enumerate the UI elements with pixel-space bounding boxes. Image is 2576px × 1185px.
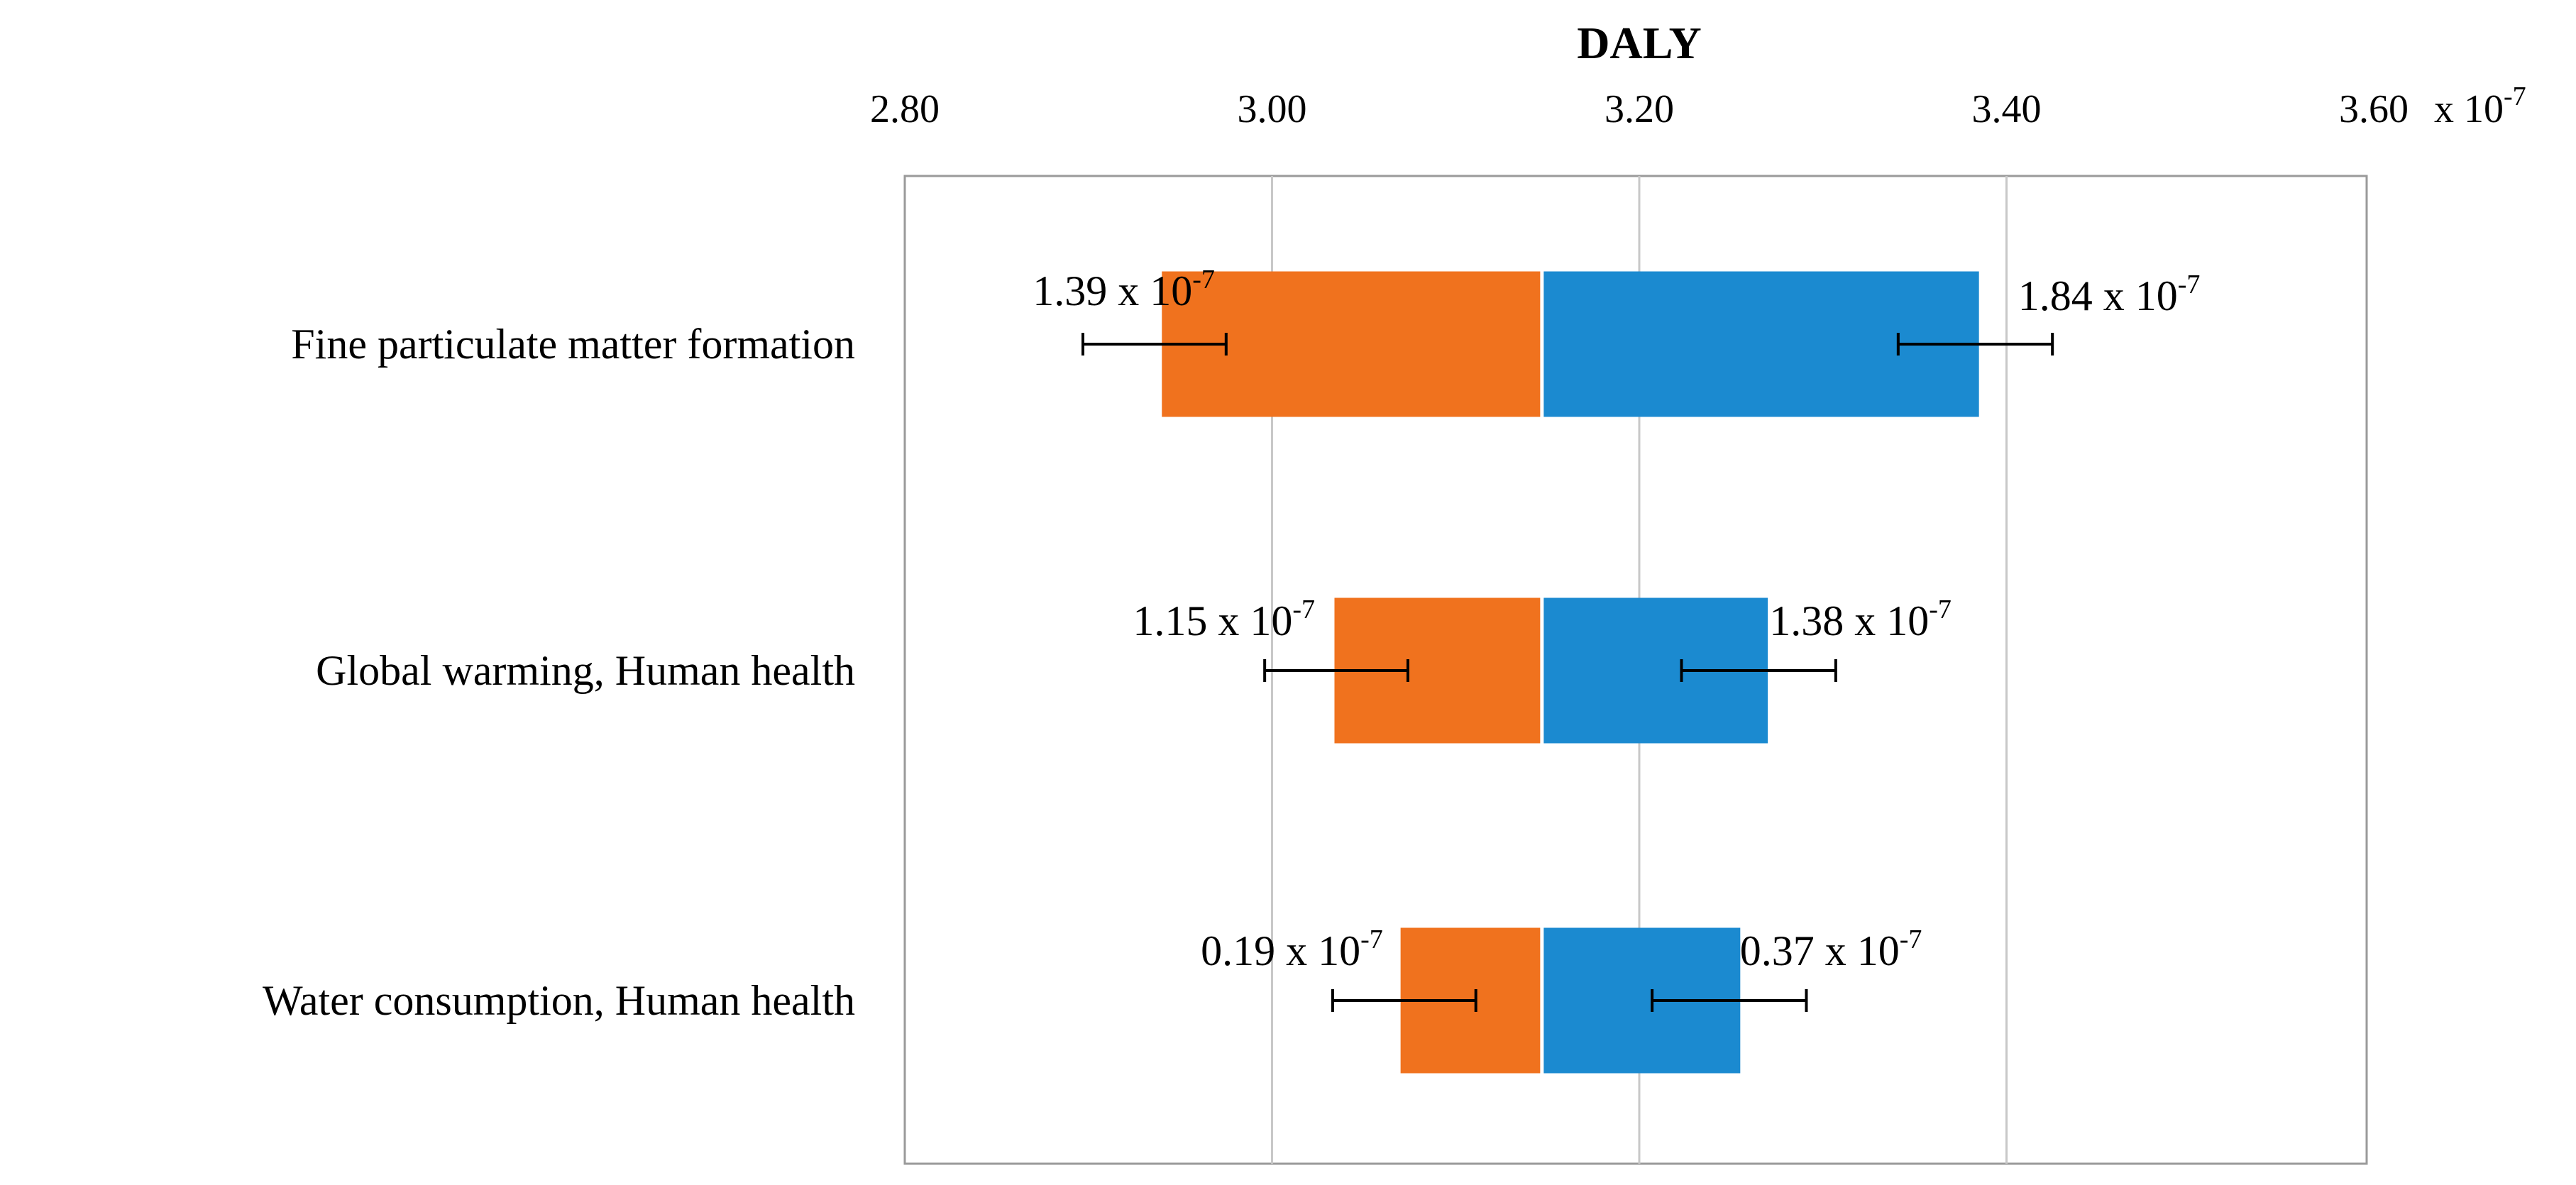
x-tick-label: 2.80 — [870, 87, 940, 131]
data-label-high: 0.37 x 10-7 — [1740, 925, 1922, 974]
data-label-low: 1.39 x 10-7 — [1033, 265, 1215, 314]
category-label: Water consumption, Human health — [263, 977, 855, 1024]
x-tick-label: 3.60 — [2339, 87, 2409, 131]
x-tick-label: 3.20 — [1605, 87, 1674, 131]
data-label-high: 1.38 x 10-7 — [1769, 595, 1952, 644]
plot-frame — [903, 175, 2368, 1165]
axis-multiplier: x 10-7 — [2434, 82, 2526, 131]
data-label-low: 0.19 x 10-7 — [1201, 925, 1383, 974]
x-tick-label: 3.40 — [1972, 87, 2042, 131]
category-label: Global warming, Human health — [316, 647, 855, 694]
data-label-low: 1.15 x 10-7 — [1133, 595, 1315, 644]
chart-title: DALY — [1577, 18, 1701, 68]
data-label-high: 1.84 x 10-7 — [2018, 270, 2201, 319]
x-tick-label: 3.00 — [1238, 87, 1307, 131]
category-label: Fine particulate matter formation — [291, 321, 855, 368]
